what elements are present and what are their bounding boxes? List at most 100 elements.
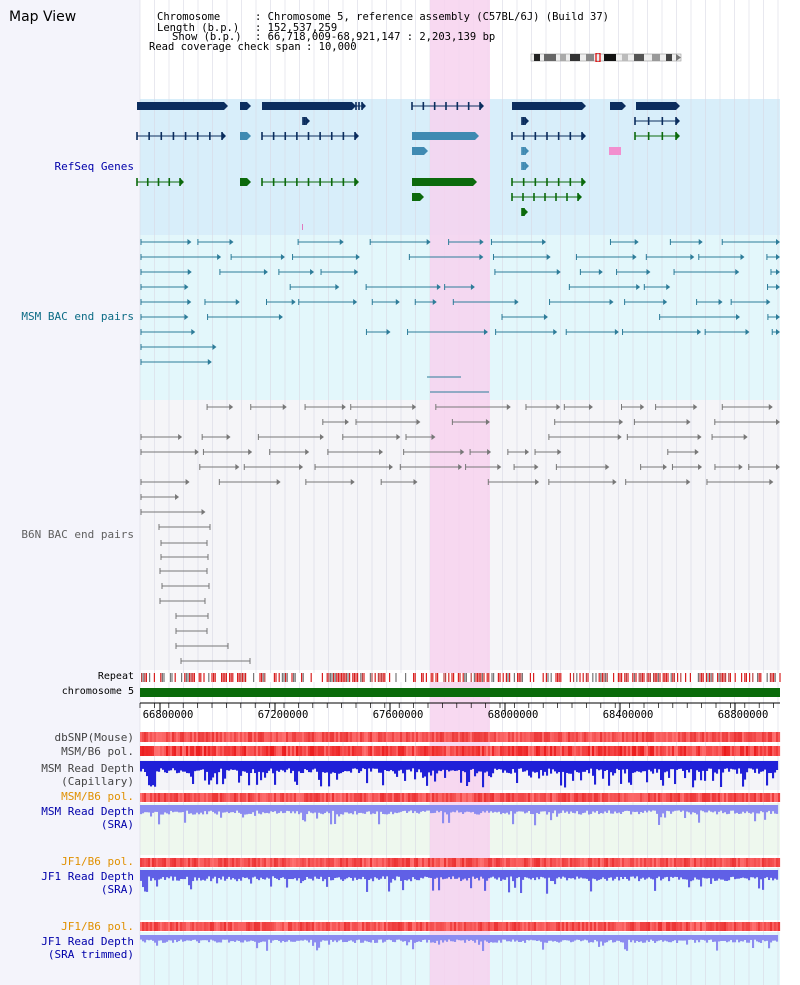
pol-heat-cell xyxy=(540,922,543,931)
label-b6n-bac[interactable]: B6N BAC end pairs xyxy=(21,528,134,541)
pol-heat-cell xyxy=(362,746,365,756)
pol-heat-cell xyxy=(750,746,753,756)
pol-heat-cell xyxy=(220,732,223,742)
chromosome-ideogram[interactable] xyxy=(530,53,682,62)
repeat-mark xyxy=(576,673,578,682)
depth-bar xyxy=(612,870,615,881)
pol-heat-cell xyxy=(322,922,325,931)
pol-heat-cell xyxy=(774,858,777,867)
pol-heat-cell xyxy=(776,793,779,802)
pol-heat-cell xyxy=(522,732,525,742)
depth-bar xyxy=(410,870,413,882)
depth-bar xyxy=(364,870,367,880)
depth-bar xyxy=(282,870,285,878)
label-msm-b6-pol-sra[interactable]: MSM/B6 pol. xyxy=(61,790,134,803)
pol-heat-cell xyxy=(318,746,321,756)
pol-heat-cell xyxy=(368,922,371,931)
label-msm-depth-sra[interactable]: MSM Read Depth xyxy=(41,805,134,818)
pol-heat-cell xyxy=(408,922,411,931)
label-refseq-genes[interactable]: RefSeq Genes xyxy=(54,160,134,173)
depth-bar xyxy=(586,805,589,811)
pol-heat-cell xyxy=(164,746,167,756)
repeat-mark xyxy=(321,673,323,682)
pol-heat-cell xyxy=(552,922,555,931)
depth-bar xyxy=(448,935,451,940)
depth-bar xyxy=(580,935,583,942)
pol-heat-cell xyxy=(636,793,639,802)
pol-heat-cell xyxy=(606,922,609,931)
pol-heat-cell xyxy=(716,793,719,802)
label-dbsnp[interactable]: dbSNP(Mouse) xyxy=(54,731,134,744)
repeat-mark xyxy=(181,673,183,682)
depth-bar xyxy=(150,805,153,817)
label-msm-bac[interactable]: MSM BAC end pairs xyxy=(21,310,134,323)
label-msm-b6-pol[interactable]: MSM/B6 pol. xyxy=(61,745,134,758)
pol-heat-cell xyxy=(722,858,725,867)
pol-heat-cell xyxy=(436,922,439,931)
depth-bar xyxy=(674,870,677,877)
depth-bar xyxy=(558,761,561,773)
gene-exon xyxy=(511,132,513,140)
pol-heat-cell xyxy=(288,732,291,742)
depth-bar xyxy=(328,870,331,877)
pol-heat-cell xyxy=(570,922,573,931)
depth-bar xyxy=(684,935,687,941)
depth-bar xyxy=(206,870,209,879)
pol-heat-cell xyxy=(470,732,473,742)
pol-heat-cell xyxy=(160,922,163,931)
pol-heat-cell xyxy=(730,858,733,867)
pol-heat-cell xyxy=(558,922,561,931)
label-jf1-depth-trim[interactable]: JF1 Read Depth xyxy=(41,935,134,948)
pol-heat-cell xyxy=(242,922,245,931)
label-msm-depth-capillary[interactable]: MSM Read Depth xyxy=(41,762,134,775)
depth-bar xyxy=(156,761,159,772)
label-jf1-b6-pol[interactable]: JF1/B6 pol. xyxy=(61,855,134,868)
pol-heat-cell xyxy=(462,746,465,756)
pol-heat-cell xyxy=(574,793,577,802)
pol-heat-cell xyxy=(468,732,471,742)
depth-bar xyxy=(770,805,773,814)
depth-bar xyxy=(706,870,709,879)
pol-heat-cell xyxy=(614,746,617,756)
depth-bar xyxy=(714,761,717,773)
repeat-mark xyxy=(336,673,338,682)
depth-bar xyxy=(230,805,233,813)
repeat-mark xyxy=(672,673,674,682)
pol-heat-cell xyxy=(322,793,325,802)
pol-heat-cell xyxy=(700,732,703,742)
pol-heat-cell xyxy=(410,732,413,742)
repeat-mark xyxy=(779,673,781,682)
depth-bar xyxy=(182,805,185,813)
depth-bar xyxy=(482,761,485,788)
pol-heat-cell xyxy=(216,793,219,802)
pol-heat-cell xyxy=(774,922,777,931)
depth-bar xyxy=(670,870,673,877)
pol-heat-cell xyxy=(514,858,517,867)
pol-heat-cell xyxy=(308,922,311,931)
pol-heat-cell xyxy=(500,732,503,742)
depth-bar xyxy=(212,761,215,778)
depth-bar xyxy=(536,935,539,942)
depth-bar xyxy=(428,870,431,878)
depth-bar xyxy=(636,935,639,941)
repeat-mark xyxy=(459,673,461,682)
depth-bar xyxy=(310,761,313,773)
bac-end-arrow xyxy=(460,449,465,455)
depth-bar xyxy=(432,870,435,891)
bac-end-arrow xyxy=(386,329,391,335)
depth-bar xyxy=(508,935,511,942)
pol-heat-cell xyxy=(722,922,725,931)
depth-bar xyxy=(504,805,507,814)
bac-end-arrow xyxy=(217,254,222,260)
pol-heat-cell xyxy=(438,922,441,931)
pol-heat-cell xyxy=(764,793,767,802)
pol-heat-cell xyxy=(598,858,601,867)
pol-heat-cell xyxy=(332,858,335,867)
depth-bar xyxy=(378,870,381,880)
pol-heat-cell xyxy=(306,746,309,756)
label-jf1-b6-pol-trim[interactable]: JF1/B6 pol. xyxy=(61,920,134,933)
depth-bar xyxy=(262,870,265,880)
label-jf1-depth-sra[interactable]: JF1 Read Depth xyxy=(41,870,134,883)
depth-bar xyxy=(350,761,353,773)
